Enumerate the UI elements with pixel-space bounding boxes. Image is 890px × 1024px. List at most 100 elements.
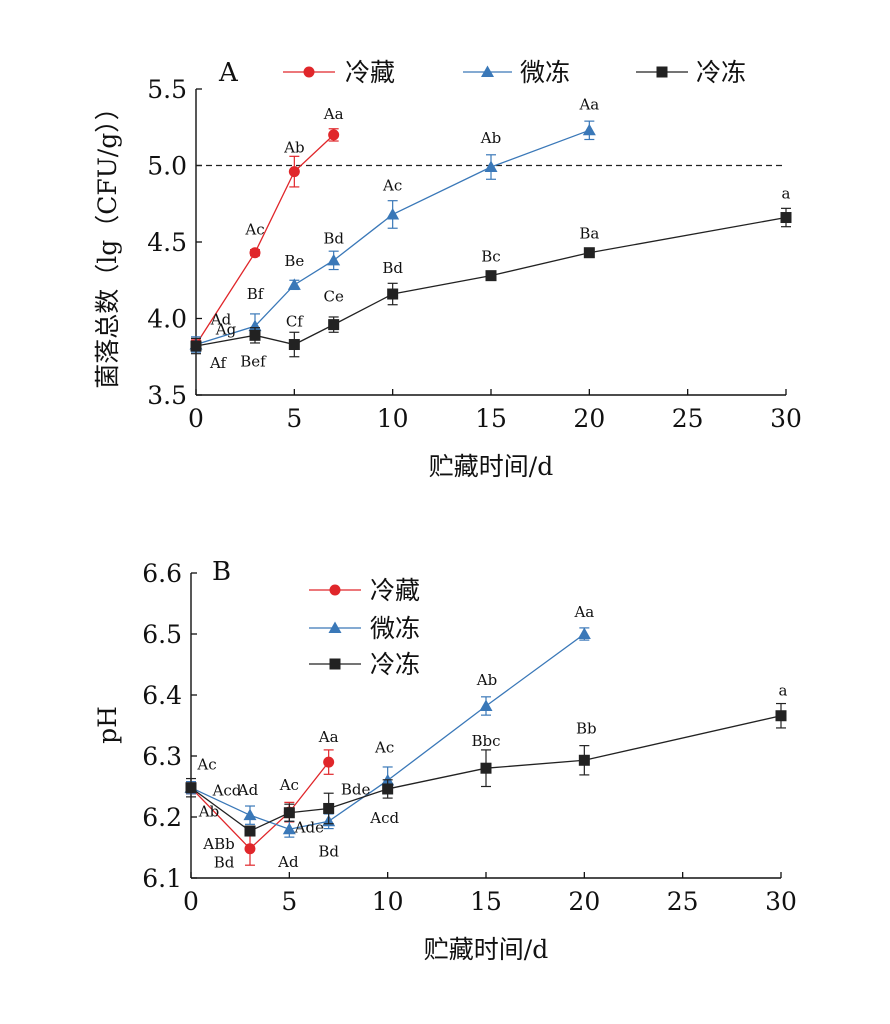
x-tick-label: 25 (672, 404, 704, 433)
legend-entry: 冷冻 (636, 58, 746, 87)
y-tick-label: 5.5 (147, 75, 187, 104)
data-point (244, 843, 256, 855)
significance-label: Acd (369, 809, 399, 827)
significance-label: Aa (318, 728, 339, 746)
significance-label: Ce (323, 288, 343, 306)
data-point (185, 782, 197, 794)
x-axis-title: 贮藏时间/d (429, 452, 553, 481)
legend-entry: 微冻 (309, 614, 420, 643)
significance-label: a (779, 682, 788, 700)
legend-entry: 冷冻 (309, 650, 420, 679)
legend-entry: 冷藏 (283, 58, 395, 87)
data-point (485, 270, 497, 282)
x-tick-label: 10 (372, 887, 404, 916)
legend-entry: 微冻 (463, 58, 570, 87)
significance-label: Bc (481, 248, 500, 266)
data-point (583, 247, 595, 259)
data-point (328, 319, 340, 331)
data-point (282, 822, 296, 835)
data-point (577, 627, 591, 639)
significance-label: Ab (476, 671, 497, 689)
significance-label: Ab (480, 129, 501, 147)
data-point (243, 808, 257, 821)
panel-a-chart: 3.5 4.0 4.5 5.0 5.5 0 5 10 15 20 25 30 贮藏时间/d 菌落总数（lg… (93, 58, 802, 481)
y-tick-label: 6.3 (142, 742, 182, 771)
data-point (249, 247, 261, 259)
data-point (387, 288, 399, 300)
x-tick-label: 10 (377, 404, 409, 433)
significance-label: Be (284, 252, 304, 270)
data-point (327, 253, 341, 266)
x-tick-label: 30 (770, 404, 802, 433)
legend-label: 冷藏 (370, 576, 420, 605)
legend-label: 微冻 (370, 614, 420, 643)
significance-label: Aa (323, 105, 344, 123)
data-point (328, 129, 340, 141)
significance-label: Ad (277, 853, 299, 871)
y-tick-label: 6.4 (142, 681, 182, 710)
data-point (249, 329, 261, 341)
significance-label: Acd (212, 782, 242, 800)
significance-label: Ag (215, 321, 237, 339)
significance-label: Cf (286, 313, 304, 331)
significance-label: Ab (198, 803, 219, 821)
x-tick-label: 25 (667, 887, 699, 916)
data-point (323, 802, 335, 814)
significance-label: Bd (382, 259, 403, 277)
series-square: Af Bef Cf Ce Bd Bc Ba a (190, 185, 792, 372)
significance-label: ABb (202, 835, 234, 853)
data-point (244, 825, 256, 837)
significance-label: Ad (210, 311, 232, 329)
significance-label: Bd (214, 854, 235, 872)
data-point (775, 710, 787, 722)
legend-marker (329, 658, 341, 670)
significance-label: Ac (382, 176, 402, 194)
y-tick-label: 3.5 (147, 381, 187, 410)
significance-label: Bde (341, 780, 371, 798)
x-tick-label: 15 (475, 404, 507, 433)
legend-marker (303, 66, 315, 78)
series-square: Acd ABb Ade Bde Acd Bbc Bb a (185, 682, 788, 853)
significance-label: Ade (294, 819, 324, 837)
data-point (382, 783, 394, 795)
series-line (190, 761, 330, 850)
significance-label: Bb (576, 719, 597, 737)
x-tick-label: 0 (188, 404, 204, 433)
significance-label: Af (209, 354, 228, 372)
y-axis-title: 菌落总数（lg（CFU/g）） (93, 95, 122, 388)
significance-label: Ac (196, 756, 216, 774)
data-point (578, 754, 590, 766)
series-line (190, 715, 782, 832)
x-axis-title: 贮藏时间/d (424, 935, 548, 964)
significance-label: Aa (573, 603, 594, 621)
data-point (190, 340, 202, 352)
x-tick-label: 20 (573, 404, 605, 433)
significance-label: Ab (283, 139, 304, 157)
series-circle: Ad Ac Ab Aa (190, 105, 344, 351)
legend-marker (656, 66, 668, 78)
data-point (484, 160, 498, 173)
x-tick-label: 30 (765, 887, 797, 916)
significance-label: Bf (247, 285, 265, 303)
series-line (195, 216, 787, 347)
x-tick-label: 5 (281, 887, 297, 916)
y-tick-label: 6.6 (142, 559, 182, 588)
y-tick-label: 5.0 (147, 152, 187, 181)
data-point (288, 339, 300, 351)
significance-label: Ac (244, 221, 264, 239)
legend-label: 冷藏 (345, 58, 395, 87)
legend-marker (328, 621, 342, 633)
data-point (288, 166, 300, 178)
data-point (780, 212, 792, 224)
x-tick-label: 20 (568, 887, 600, 916)
significance-label: Bbc (471, 732, 500, 750)
significance-label: Ad (237, 781, 259, 799)
legend-label: 冷冻 (370, 650, 420, 679)
significance-label: Ac (279, 776, 299, 794)
y-tick-label: 6.1 (142, 864, 182, 893)
y-tick-label: 4.0 (147, 305, 187, 334)
panel-label: B (212, 557, 231, 587)
x-tick-label: 0 (183, 887, 199, 916)
legend-label: 微冻 (520, 58, 570, 87)
